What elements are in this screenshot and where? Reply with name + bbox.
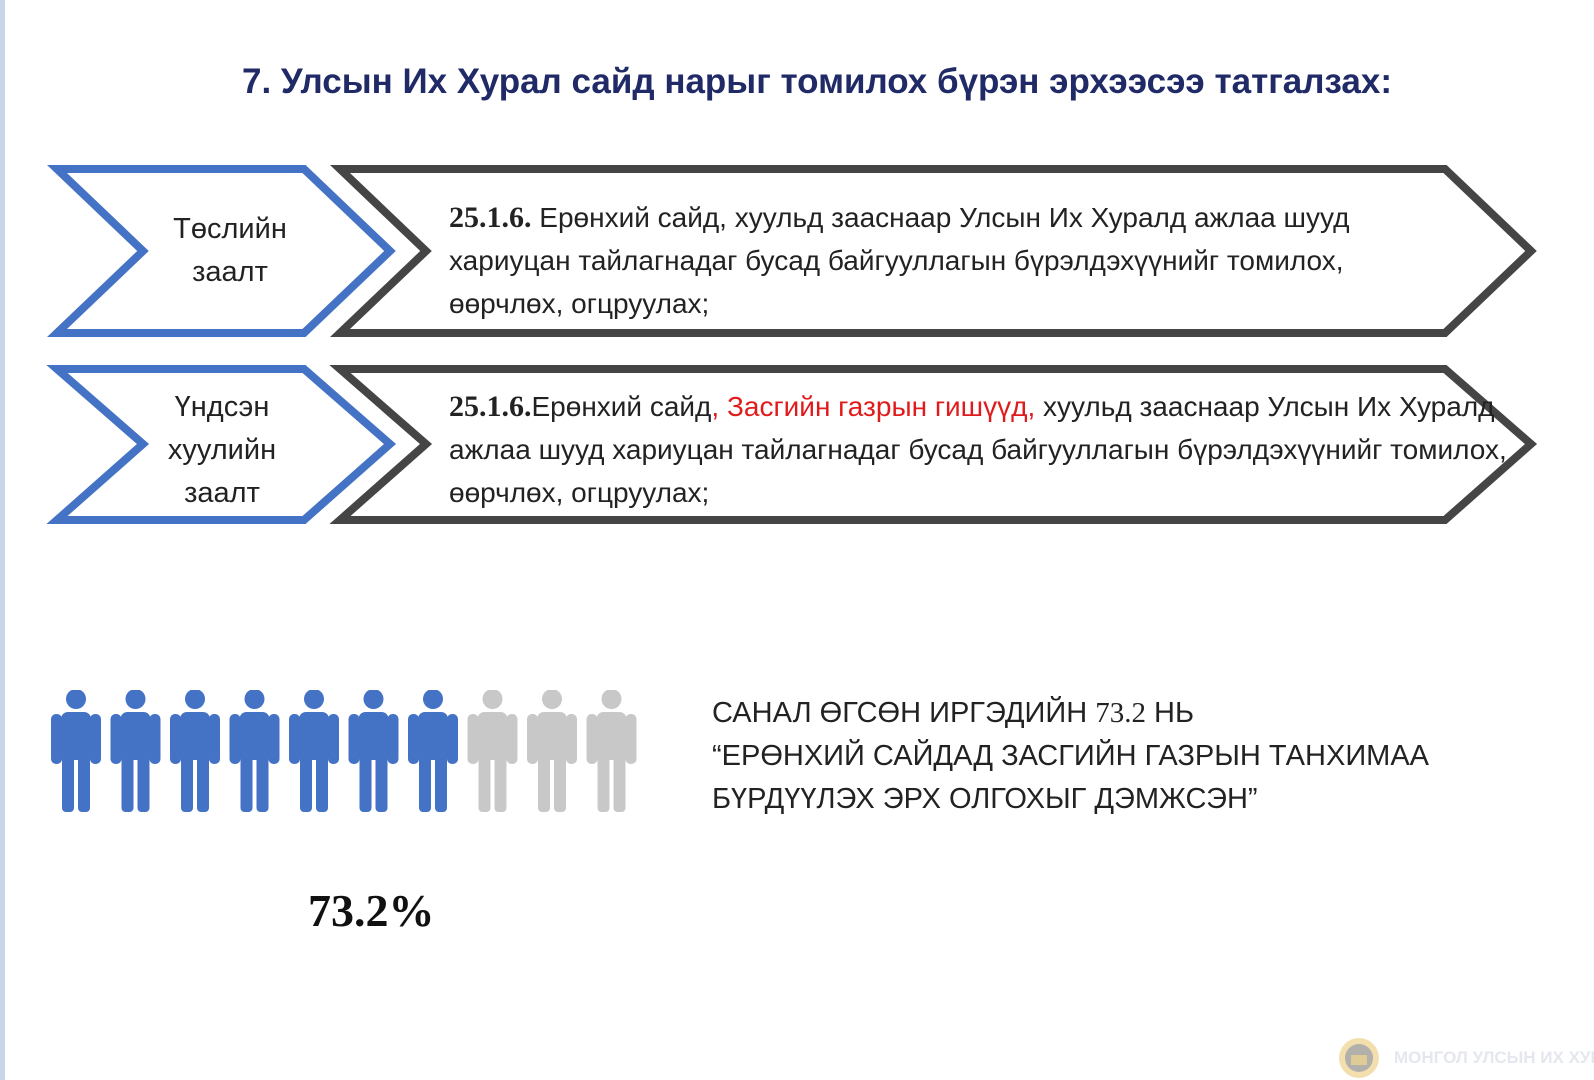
row1-article-number: 25.1.6. <box>449 201 532 234</box>
person-icon-filled <box>289 690 339 812</box>
stat-caption-line1: САНАЛ ӨГСӨН ИРГЭДИЙН 73.2 НЬ <box>712 692 1572 735</box>
percent-label: 73.2% <box>308 885 435 936</box>
row1-label-line: заалт <box>192 256 268 288</box>
person-icon-filled <box>229 690 280 812</box>
row2-text-segment: Ерөнхий сайд <box>531 391 712 422</box>
row2-highlighted-segment: , Засгийн газрын гишүүд, <box>711 391 1036 422</box>
row2-article-number: 25.1.6. <box>449 390 532 423</box>
row1-text: 25.1.6. Ерөнхий сайд, хуульд зааснаар Ул… <box>449 196 1459 325</box>
person-icon-filled <box>110 690 161 812</box>
stat-caption-line3: БҮРДҮҮЛЭХ ЭРХ ОЛГОХЫГ ДЭМЖСЭН” <box>712 783 1258 815</box>
row2-label-chevron <box>46 365 397 524</box>
row2-text-chevron <box>329 365 1538 524</box>
row1-label-chevron <box>47 165 396 337</box>
people-pictograph <box>51 690 637 812</box>
person-icon-filled <box>170 690 220 812</box>
row2-label: Үндсэн хуулийн заалт <box>132 386 312 515</box>
row2-label-line: хуулийн <box>167 434 277 466</box>
row1-text-chevron <box>330 165 1537 337</box>
row2-text: 25.1.6.Ерөнхий сайд, Засгийн газрын гишү… <box>449 385 1509 514</box>
stat-caption-line2: “ЕРӨНХИЙ САЙДАД ЗАСГИЙН ГАЗРЫН ТАНХИМАА <box>712 740 1429 772</box>
stat-caption-prefix: САНАЛ ӨГСӨН ИРГЭДИЙН <box>712 697 1096 729</box>
parliament-emblem-icon <box>1339 1038 1379 1078</box>
row2-text-segment: хуульд зааснаар Улсын Их Хуралд ажлаа шу… <box>449 391 1507 508</box>
row2-label-line: заалт <box>184 477 260 509</box>
person-icon-filled <box>51 690 101 812</box>
stat-caption-number: 73.2 <box>1095 697 1146 729</box>
person-icon-empty <box>586 690 637 812</box>
footer-logo-text: МОНГОЛ УЛСЫН ИХ ХУРАЛ <box>1394 1048 1594 1067</box>
row1-text-segment: Ерөнхий сайд, хуульд зааснаар Улсын Их Х… <box>449 202 1350 319</box>
person-icon-filled <box>408 690 458 812</box>
left-edge-rule <box>0 0 5 1080</box>
row1-label: Төслийн заалт <box>140 208 320 294</box>
row1-label-line: Төслийн <box>173 213 287 245</box>
row2-label-line: Үндсэн <box>174 391 270 423</box>
person-icon-empty <box>527 690 577 812</box>
stat-caption: САНАЛ ӨГСӨН ИРГЭДИЙН 73.2 НЬ “ЕРӨНХИЙ СА… <box>712 692 1572 821</box>
page-title: 7. Улсын Их Хурал сайд нарыг томилох бүр… <box>242 62 1393 101</box>
person-icon-empty <box>467 690 518 812</box>
stat-caption-suffix: НЬ <box>1145 697 1194 729</box>
person-icon-filled <box>348 690 399 812</box>
